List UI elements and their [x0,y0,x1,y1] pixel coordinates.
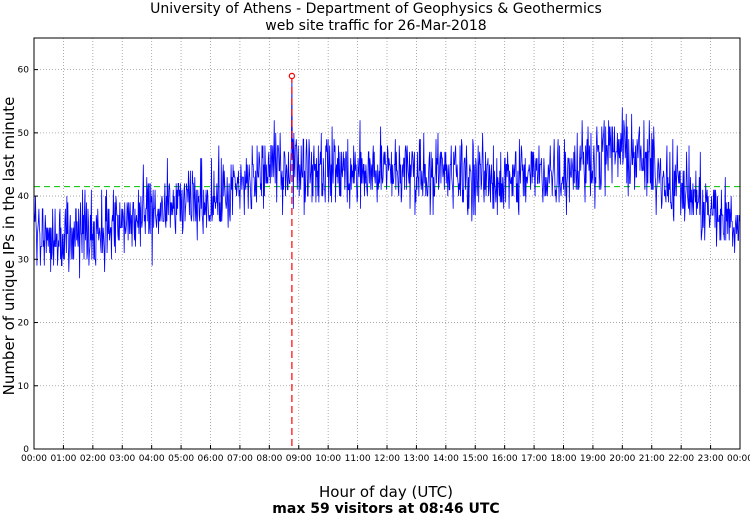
x-tick-label: 08:00 [256,454,282,464]
x-tick-label: 23:00 [698,454,724,464]
x-tick-label: 14:00 [433,454,459,464]
x-tick-label: 12:00 [374,454,400,464]
x-tick-label: 15:00 [462,454,488,464]
chart-footer: max 59 visitors at 08:46 UTC [272,501,499,515]
x-tick-label: 04:00 [139,454,165,464]
x-tick-label: 19:00 [580,454,606,464]
x-tick-label: 02:00 [80,454,106,464]
y-tick-label: 40 [18,192,30,202]
series-group [33,75,740,279]
x-tick-label: 18:00 [551,454,577,464]
chart-title: University of Athens - Department of Geo… [150,1,602,17]
x-tick-label: 00:00 [21,454,47,464]
max-marker-group [288,72,296,449]
y-tick-label: 50 [18,129,30,139]
y-axis-ticks: 0 10 20 30 40 50 60 [18,66,38,455]
x-axis-label: Hour of day (UTC) [319,483,453,501]
y-tick-label: 0 [23,445,29,455]
x-tick-label: 05:00 [168,454,194,464]
traffic-series-line [33,75,740,279]
x-tick-label: 22:00 [668,454,694,464]
x-tick-label: 00:00 [727,454,750,464]
x-tick-label: 13:00 [403,454,429,464]
x-tick-label: 09:00 [286,454,312,464]
y-tick-label: 30 [18,255,30,265]
chart-subtitle: web site traffic for 26-Mar-2018 [265,18,486,34]
y-tick-label: 20 [18,319,30,329]
x-tick-label: 11:00 [345,454,371,464]
x-tick-label: 06:00 [198,454,224,464]
x-tick-label: 01:00 [50,454,76,464]
max-point-marker [288,72,296,80]
x-axis-ticks: 00:00 01:00 02:00 03:00 04:00 05:00 06:00 07:00… [21,445,750,464]
y-tick-label: 60 [18,66,30,76]
x-tick-label: 03:00 [109,454,135,464]
y-tick-label: 10 [18,382,30,392]
grid [34,38,740,449]
x-tick-label: 21:00 [639,454,665,464]
x-tick-label: 20:00 [609,454,635,464]
x-tick-label: 07:00 [227,454,253,464]
plot-frame [33,37,741,450]
x-tick-label: 10:00 [315,454,341,464]
x-tick-label: 16:00 [492,454,518,464]
x-tick-label: 17:00 [521,454,547,464]
y-axis-label: Number of unique IPs in the last minute [0,97,18,396]
